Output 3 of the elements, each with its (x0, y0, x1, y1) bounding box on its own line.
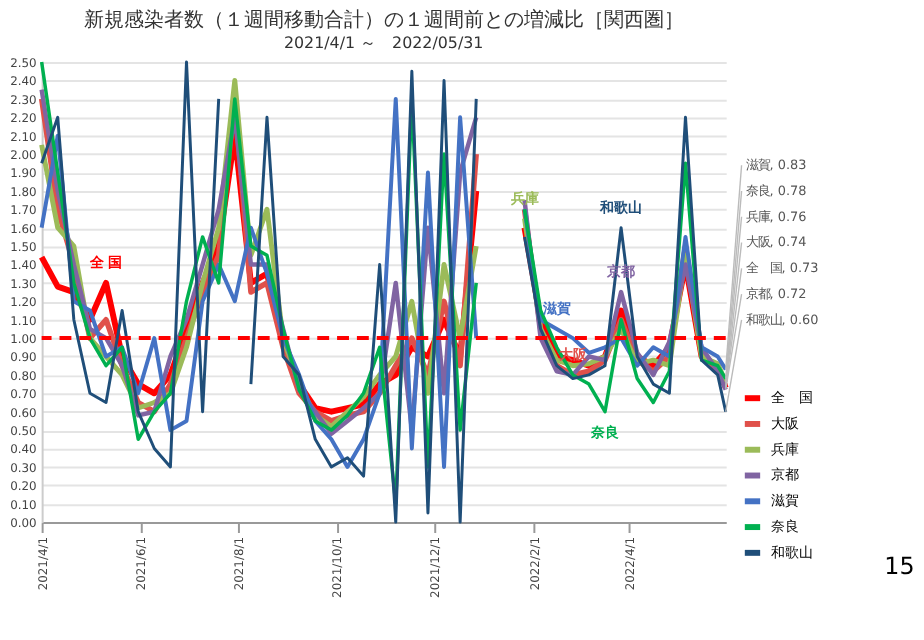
chart-title: 新規感染者数（１週間移動合計）の１週間前との増減比［関西圏］ (83, 8, 684, 33)
chart-subtitle: 2021/4/1 ～ 2022/05/31 (283, 34, 484, 53)
text: 15 (884, 551, 915, 580)
